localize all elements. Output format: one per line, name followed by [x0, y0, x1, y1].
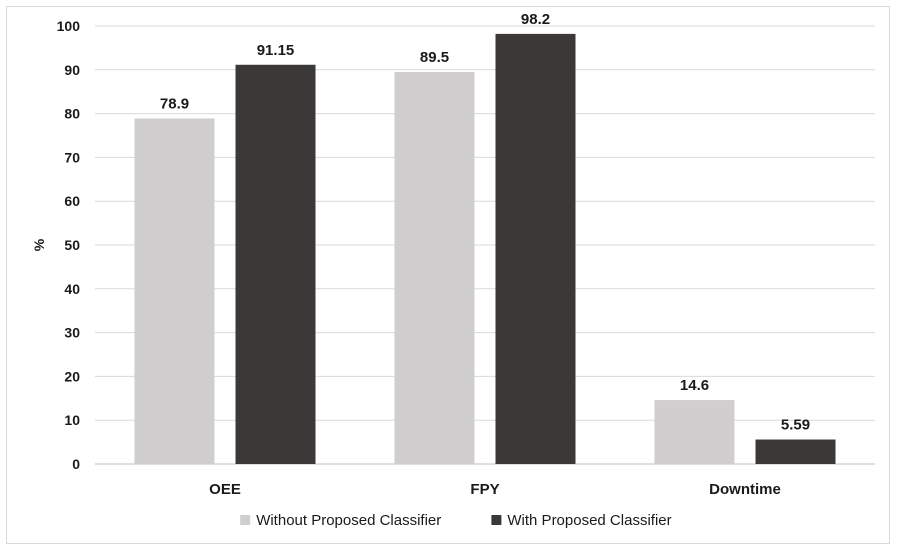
bar: [495, 33, 576, 464]
y-tick-label: 40: [64, 281, 80, 297]
data-labels: 78.9 91.15 89.5 98.2 14.6 5.59: [160, 11, 810, 434]
data-label: 5.59: [781, 417, 810, 434]
data-label: 78.9: [160, 95, 189, 112]
x-axis-categories: OEE FPY Downtime: [209, 481, 781, 498]
y-tick-label: 100: [57, 18, 81, 34]
legend-label: Without Proposed Classifier: [256, 512, 441, 529]
data-label: 89.5: [420, 49, 449, 66]
y-tick-label: 0: [72, 456, 80, 472]
gridlines: [95, 25, 875, 465]
bar: [755, 439, 836, 464]
legend-swatch: [240, 515, 251, 525]
y-tick-label: 20: [64, 368, 80, 384]
y-tick-label: 50: [64, 237, 80, 253]
y-tick-label: 30: [64, 325, 80, 341]
y-tick-label: 10: [64, 412, 80, 428]
y-axis-label: %: [31, 238, 47, 251]
y-tick-label: 70: [64, 149, 80, 165]
x-category-label: FPY: [470, 481, 499, 498]
y-axis-ticks: 0 10 20 30 40 50 60 70 80 90 100: [57, 18, 81, 472]
bar: [394, 71, 475, 465]
legend: Without Proposed Classifier With Proposed…: [240, 512, 672, 529]
x-category-label: OEE: [209, 481, 241, 498]
bar: [235, 64, 316, 464]
y-tick-label: 90: [64, 62, 80, 78]
bars: [134, 33, 836, 465]
y-tick-label: 80: [64, 106, 80, 122]
bar: [654, 400, 735, 464]
legend-label: With Proposed Classifier: [507, 512, 671, 529]
bar: [134, 118, 215, 464]
legend-swatch: [491, 515, 502, 525]
y-tick-label: 60: [64, 193, 80, 209]
x-category-label: Downtime: [709, 481, 781, 498]
data-label: 14.6: [680, 377, 709, 394]
data-label: 91.15: [257, 42, 295, 59]
data-label: 98.2: [521, 11, 550, 28]
